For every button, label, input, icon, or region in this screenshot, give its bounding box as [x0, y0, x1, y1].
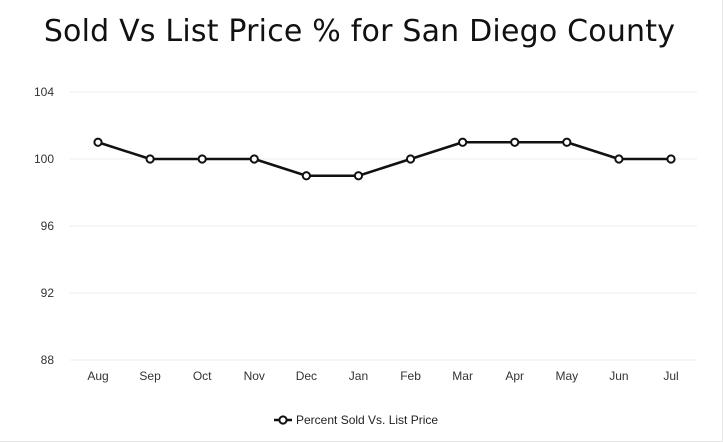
x-tick-label: Feb [400, 369, 421, 383]
legend: Percent Sold Vs. List Price [274, 413, 438, 427]
grid-lines [70, 91, 697, 361]
x-tick-label: May [555, 369, 578, 383]
x-tick-label: Sep [139, 369, 161, 383]
data-point[interactable] [249, 154, 259, 164]
x-tick-label: Mar [452, 369, 473, 383]
y-axis-ticks: 88 92 96 100 104 [34, 85, 54, 367]
data-point[interactable] [666, 154, 676, 164]
data-point[interactable] [458, 137, 468, 147]
x-tick-label: Dec [296, 369, 317, 383]
data-point[interactable] [145, 154, 155, 164]
data-point[interactable] [93, 137, 103, 147]
data-point[interactable] [510, 137, 520, 147]
x-tick-label: Jul [663, 369, 678, 383]
data-point[interactable] [353, 171, 364, 181]
x-tick-label: Nov [244, 369, 265, 383]
x-axis-ticks: Aug Sep Oct Nov Dec Jan Feb Mar Apr May Jun Jul [87, 369, 678, 383]
x-tick-label: Jan [349, 369, 368, 383]
x-tick-label: Oct [193, 369, 212, 383]
data-point[interactable] [197, 154, 207, 164]
y-tick-label: 88 [41, 353, 55, 367]
x-tick-label: Apr [505, 369, 524, 383]
legend-label[interactable]: Percent Sold Vs. List Price [296, 413, 438, 427]
x-tick-label: Aug [87, 369, 108, 383]
y-tick-label: 96 [41, 219, 55, 233]
y-tick-label: 100 [34, 152, 54, 166]
chart-title: Sold Vs List Price % for San Diego Count… [43, 14, 676, 49]
data-point[interactable] [301, 171, 311, 181]
data-point[interactable] [562, 137, 572, 147]
data-point[interactable] [405, 154, 416, 164]
y-tick-label: 92 [41, 286, 55, 300]
series-line [97, 141, 671, 177]
legend-marker-icon [278, 415, 288, 425]
data-point[interactable] [614, 154, 624, 164]
x-tick-label: Jun [609, 369, 628, 383]
series-layer [93, 137, 676, 181]
y-tick-label: 104 [34, 85, 54, 99]
